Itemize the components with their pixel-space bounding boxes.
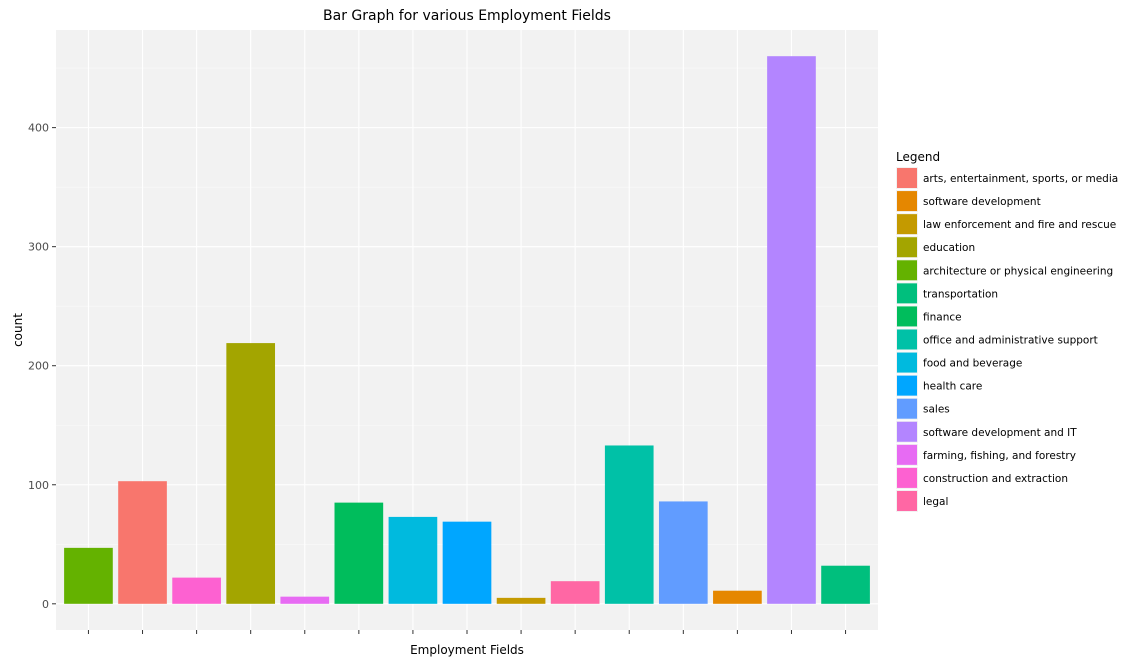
bar xyxy=(334,502,384,604)
legend-label: construction and extraction xyxy=(923,473,1068,485)
bar xyxy=(442,521,492,604)
y-tick-label: 200 xyxy=(28,360,49,373)
legend-swatch xyxy=(897,214,917,235)
legend-label: transportation xyxy=(923,288,998,300)
legend-label: sales xyxy=(923,404,950,416)
legend-swatch xyxy=(897,444,917,465)
legend-label: education xyxy=(923,242,975,254)
bar xyxy=(821,565,870,604)
bar xyxy=(658,501,708,604)
bar xyxy=(226,343,276,604)
legend-swatch xyxy=(897,398,917,419)
bar xyxy=(64,547,113,604)
legend-label: arts, entertainment, sports, or media xyxy=(923,173,1118,185)
bar xyxy=(713,590,762,604)
x-axis-title: Employment Fields xyxy=(410,643,524,657)
legend: Legend arts, entertainment, sports, or m… xyxy=(896,150,1118,512)
legend-label: farming, fishing, and forestry xyxy=(923,450,1076,462)
bar xyxy=(550,581,600,604)
legend-title: Legend xyxy=(896,150,940,164)
legend-swatch xyxy=(897,260,917,281)
bar xyxy=(280,596,330,604)
y-axis-title: count xyxy=(11,313,25,347)
legend-label: legal xyxy=(923,496,948,508)
bar xyxy=(172,577,221,604)
legend-swatch xyxy=(897,490,917,511)
legend-swatch xyxy=(897,329,917,350)
y-axis: 0 100 200 300 400 xyxy=(28,122,56,611)
legend-swatch xyxy=(897,421,917,442)
legend-swatch xyxy=(897,168,917,188)
bars xyxy=(64,56,870,604)
y-tick-label: 0 xyxy=(42,598,49,611)
legend-label: health care xyxy=(923,381,982,393)
y-tick-label: 100 xyxy=(28,479,49,492)
x-axis xyxy=(87,630,847,634)
legend-label: software development xyxy=(923,196,1041,208)
bar xyxy=(388,516,438,604)
legend-swatch xyxy=(897,467,917,488)
bar xyxy=(118,481,167,604)
legend-swatch xyxy=(897,306,917,327)
y-tick-label: 400 xyxy=(28,122,49,135)
legend-label: food and beverage xyxy=(923,358,1022,370)
legend-swatch xyxy=(897,352,917,373)
legend-label: software development and IT xyxy=(923,427,1077,439)
legend-label: finance xyxy=(923,311,962,323)
gridlines xyxy=(56,30,878,630)
chart-title: Bar Graph for various Employment Fields xyxy=(323,8,611,24)
legend-swatch xyxy=(897,191,917,212)
legend-swatch xyxy=(897,375,917,396)
bar xyxy=(604,445,654,604)
legend-label: law enforcement and fire and rescue xyxy=(923,219,1116,231)
legend-label: architecture or physical engineering xyxy=(923,265,1113,277)
y-tick-label: 300 xyxy=(28,241,49,254)
bar xyxy=(496,597,546,604)
bar xyxy=(767,56,816,604)
legend-label: office and administrative support xyxy=(923,334,1098,346)
legend-swatch xyxy=(897,283,917,304)
legend-swatch xyxy=(897,237,917,258)
